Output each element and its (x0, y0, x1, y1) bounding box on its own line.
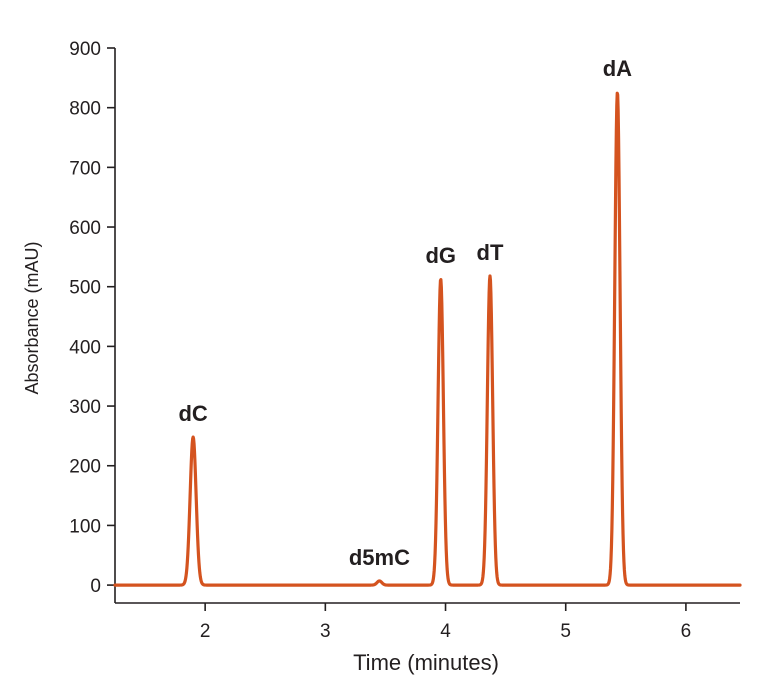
peak-label-d5mc: d5mC (349, 545, 410, 570)
peak-label-dt: dT (477, 240, 504, 265)
chromatogram-trace (113, 91, 742, 587)
peak-label-dc: dC (178, 401, 207, 426)
axes: 0 100 200 300 400 500 600 700 800 900 2 3 4 5 6 (69, 39, 740, 642)
x-tick-label: 5 (560, 621, 571, 642)
peak-labels: dC d5mC dG dT dA (178, 56, 632, 570)
x-axis-title: Time (minutes) (353, 650, 499, 675)
y-tick-label: 600 (69, 218, 101, 239)
y-tick-label: 0 (90, 576, 101, 597)
x-tick-label: 6 (681, 621, 692, 642)
y-tick-label: 900 (69, 39, 101, 60)
y-tick-label: 300 (69, 397, 101, 418)
plot-area (113, 91, 742, 587)
x-tick-label: 3 (320, 621, 331, 642)
y-tick-label: 100 (69, 516, 101, 537)
peak-label-da: dA (603, 56, 632, 81)
x-tick-label: 4 (440, 621, 451, 642)
x-tick-label: 2 (200, 621, 211, 642)
y-tick-label: 700 (69, 158, 101, 179)
peak-label-dg: dG (425, 243, 456, 268)
y-axis-title: Absorbance (mAU) (22, 241, 42, 394)
y-tick-label: 800 (69, 99, 101, 120)
y-tick-label: 500 (69, 278, 101, 299)
y-tick-label: 200 (69, 457, 101, 478)
y-tick-label: 400 (69, 337, 101, 358)
